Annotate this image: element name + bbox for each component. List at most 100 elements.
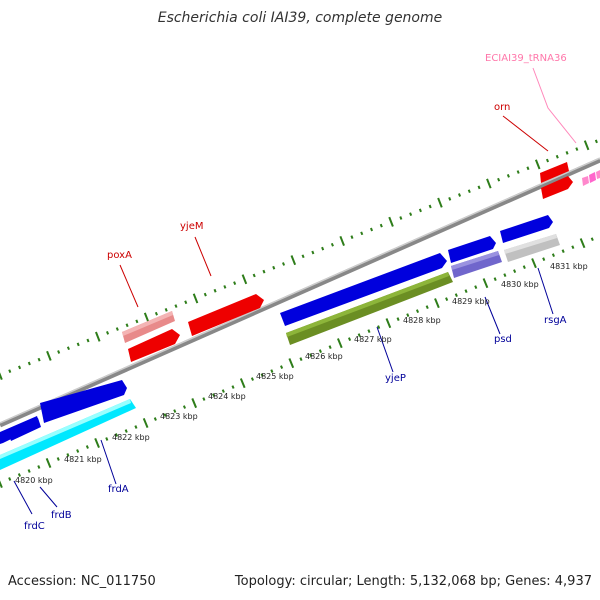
tick-mark [153, 417, 157, 421]
tick-mark [182, 405, 187, 409]
tick-mark [555, 154, 559, 159]
tick-mark [76, 449, 80, 453]
tick-mark [503, 273, 507, 278]
tick-mark [526, 166, 530, 171]
gene-label-frdB[interactable]: frdB [51, 510, 72, 521]
gene-feature-frdA-hl [0, 399, 131, 459]
gene-feature-orn [541, 176, 573, 199]
gene-label-frdC[interactable]: frdC [24, 521, 45, 532]
tick-mark [457, 193, 462, 197]
tick-mark [105, 437, 109, 441]
tick-mark [360, 231, 364, 236]
tick-mark [94, 438, 100, 449]
tick-mark [415, 309, 420, 313]
tick-mark [350, 235, 354, 240]
tick-mark [106, 331, 110, 335]
tick-mark [18, 365, 22, 370]
tick-mark [221, 389, 225, 393]
tick-mark [45, 458, 52, 469]
tick-mark [115, 327, 119, 331]
scale-label: 4826 kbp [305, 352, 343, 361]
tick-mark [76, 342, 80, 347]
tick-mark [367, 329, 371, 333]
tick-mark [486, 178, 492, 189]
gene-feature-unnamed [128, 329, 180, 362]
gene-feature-blue-right [500, 215, 553, 243]
tick-mark [565, 151, 569, 155]
tick-mark [474, 285, 478, 290]
gene-label-trna[interactable]: ECIAI39_tRNA36 [485, 53, 567, 64]
gene-feature-yjeP [286, 272, 453, 345]
tick-mark [163, 413, 167, 417]
tick-mark [542, 257, 546, 262]
tick-mark [448, 196, 452, 201]
scale-label: 4821 kbp [64, 455, 102, 464]
tick-mark [318, 349, 322, 353]
tick-mark [239, 378, 246, 389]
gene-label-rsgA[interactable]: rsgA [544, 315, 567, 326]
tick-mark [250, 377, 254, 381]
reverse-strand-features [0, 234, 560, 470]
tick-mark [445, 297, 449, 301]
tick-mark [493, 277, 497, 282]
tick-mark [418, 208, 422, 213]
tick-mark [203, 292, 207, 297]
gene-label-psd[interactable]: psd [494, 334, 512, 345]
gene-label-poxA[interactable]: poxA [107, 250, 132, 261]
tick-mark [311, 250, 315, 255]
tick-mark [583, 140, 590, 151]
tick-mark [37, 465, 41, 469]
tick-mark [594, 139, 598, 144]
gene-feature-frd-group [40, 380, 127, 423]
tick-mark [551, 253, 555, 258]
tick-mark [174, 304, 178, 308]
tick-mark [377, 325, 381, 329]
outer-tick-track [0, 139, 598, 381]
tick-mark [184, 300, 188, 305]
tick-mark [321, 246, 325, 251]
tick-mark [379, 223, 383, 228]
tick-mark [513, 269, 517, 274]
tick-mark [27, 361, 31, 366]
gene-feature-frdA [0, 399, 136, 470]
tick-mark [357, 333, 361, 337]
tick-mark [154, 311, 158, 316]
tick-mark [428, 204, 432, 209]
tick-mark [396, 317, 400, 321]
gene-label-yjeM[interactable]: yjeM [180, 221, 204, 232]
gene-feature-psd-hl [451, 251, 499, 270]
tick-mark [124, 429, 128, 433]
tick-mark [571, 245, 575, 250]
tick-mark [579, 238, 586, 249]
tick-mark [497, 177, 501, 182]
tick-mark [454, 293, 458, 297]
scale-label: 4827 kbp [354, 335, 392, 344]
tick-mark [309, 353, 313, 357]
tick-mark [301, 254, 305, 259]
tick-mark [0, 480, 3, 489]
tick-mark [143, 312, 150, 323]
tick-mark [95, 331, 101, 342]
tick-mark [406, 313, 410, 317]
scale-label: 4828 kbp [403, 316, 441, 325]
tick-mark [425, 305, 429, 309]
genome-backbone [0, 157, 600, 428]
label-leaders [13, 67, 577, 515]
tick-mark [114, 433, 119, 437]
scale-label: 4830 kbp [501, 280, 539, 289]
tick-mark [212, 393, 216, 397]
genome-backbone-highlight [0, 157, 600, 424]
scale-label: 4822 kbp [112, 433, 150, 442]
map-title: Escherichia coli IAI39, complete genome [157, 10, 443, 26]
tick-mark [506, 174, 510, 178]
tick-mark [213, 288, 217, 293]
gene-label-yjeP[interactable]: yjeP [385, 373, 406, 384]
gene-feature-blue-large [280, 253, 447, 326]
gene-label-orn[interactable]: orn [494, 102, 511, 113]
gene-label-frdA[interactable]: frdA [108, 484, 129, 495]
tick-mark [46, 350, 52, 361]
tick-mark [534, 159, 541, 170]
tick-mark [409, 212, 413, 217]
tick-mark [260, 373, 264, 377]
genome-summary: Topology: circular; Length: 5,132,068 bp… [234, 574, 592, 589]
